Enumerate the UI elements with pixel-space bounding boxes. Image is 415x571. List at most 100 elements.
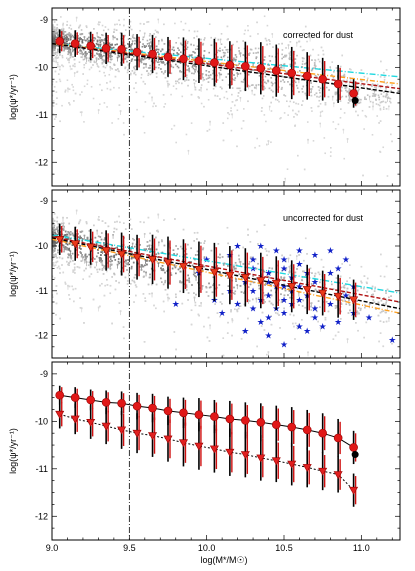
galaxy-point (247, 73, 250, 76)
galaxy-point (72, 49, 75, 51)
galaxy-point (214, 37, 217, 39)
galaxy-point (58, 78, 61, 81)
galaxy-point (134, 39, 136, 42)
galaxy-point (261, 97, 264, 100)
galaxy-point (347, 99, 350, 101)
galaxy-point (371, 89, 373, 91)
galaxy-point (62, 65, 65, 68)
galaxy-point (366, 87, 368, 89)
galaxy-point (52, 26, 55, 28)
galaxy-point (360, 84, 363, 86)
galaxy-point (219, 50, 221, 52)
galaxy-point (73, 63, 76, 65)
galaxy-point (188, 69, 190, 71)
y-tick-label: -12 (35, 157, 48, 167)
galaxy-point (269, 272, 272, 274)
galaxy-point (188, 67, 190, 70)
galaxy-point (130, 265, 133, 268)
galaxy-point (99, 21, 101, 24)
galaxy-point (155, 307, 157, 310)
galaxy-point (77, 37, 79, 40)
galaxy-point (205, 285, 207, 288)
galaxy-point (240, 127, 243, 130)
galaxy-point (86, 79, 89, 82)
galaxy-point (129, 26, 131, 29)
galaxy-point (339, 100, 342, 102)
galaxy-point (255, 267, 258, 270)
galaxy-point (200, 38, 202, 41)
galaxy-point (373, 301, 376, 304)
galaxy-point (343, 112, 346, 114)
galaxy-point (366, 277, 369, 280)
galaxy-point (52, 55, 54, 57)
galaxy-point (179, 70, 181, 73)
galaxy-point (318, 96, 320, 98)
galaxy-point (366, 77, 369, 80)
galaxy-point (316, 95, 318, 98)
galaxy-point (206, 130, 209, 132)
galaxy-point (96, 52, 98, 55)
galaxy-point (161, 48, 164, 51)
galaxy-point (226, 51, 229, 53)
galaxy-point (256, 21, 258, 24)
galaxy-point (264, 75, 267, 78)
galaxy-point (88, 51, 90, 53)
galaxy-point (287, 114, 289, 116)
galaxy-point (150, 283, 153, 286)
galaxy-point (176, 80, 179, 83)
galaxy-point (96, 39, 99, 42)
galaxy-point (59, 120, 61, 123)
galaxy-point (53, 40, 56, 42)
galaxy-point (363, 84, 365, 87)
galaxy-point (139, 59, 141, 61)
galaxy-point (132, 55, 135, 58)
galaxy-point (299, 45, 302, 48)
galaxy-point (331, 283, 333, 286)
galaxy-point (249, 35, 252, 38)
galaxy-point (377, 85, 380, 88)
galaxy-point (348, 89, 351, 92)
galaxy-point (331, 61, 334, 63)
galaxy-point (174, 22, 176, 25)
galaxy-point (304, 92, 307, 95)
galaxy-point (53, 41, 56, 44)
galaxy-point (272, 46, 274, 48)
galaxy-point (252, 281, 255, 284)
galaxy-point (235, 69, 237, 71)
galaxy-point (84, 51, 87, 53)
galaxy-point (222, 139, 225, 142)
galaxy-point (191, 56, 194, 59)
galaxy-point (54, 31, 57, 33)
galaxy-point (234, 54, 237, 56)
panel-frame (51, 7, 401, 187)
galaxy-point (163, 310, 165, 313)
galaxy-point (104, 37, 106, 40)
galaxy-point (319, 87, 322, 90)
galaxy-point (64, 90, 67, 93)
galaxy-point (349, 98, 352, 101)
galaxy-point (65, 42, 68, 44)
galaxy-point (114, 23, 116, 26)
galaxy-point (385, 87, 387, 90)
galaxy-point (121, 37, 124, 40)
galaxy-point (52, 38, 55, 40)
galaxy-point (163, 52, 166, 55)
galaxy-point (114, 43, 117, 46)
galaxy-point (287, 81, 289, 83)
galaxy-point (80, 56, 83, 58)
galaxy-point (90, 66, 93, 69)
galaxy-point (297, 365, 299, 367)
galaxy-point (255, 57, 257, 60)
galaxy-point (144, 249, 147, 252)
galaxy-point (130, 60, 133, 62)
galaxy-point (281, 42, 283, 45)
galaxy-point (64, 31, 67, 33)
galaxy-point (78, 26, 80, 29)
galaxy-point (248, 263, 250, 265)
galaxy-point (221, 87, 223, 90)
galaxy-point (101, 24, 104, 27)
galaxy-point (130, 49, 132, 52)
galaxy-point (56, 31, 59, 34)
galaxy-point (379, 107, 382, 110)
galaxy-point (339, 116, 342, 119)
